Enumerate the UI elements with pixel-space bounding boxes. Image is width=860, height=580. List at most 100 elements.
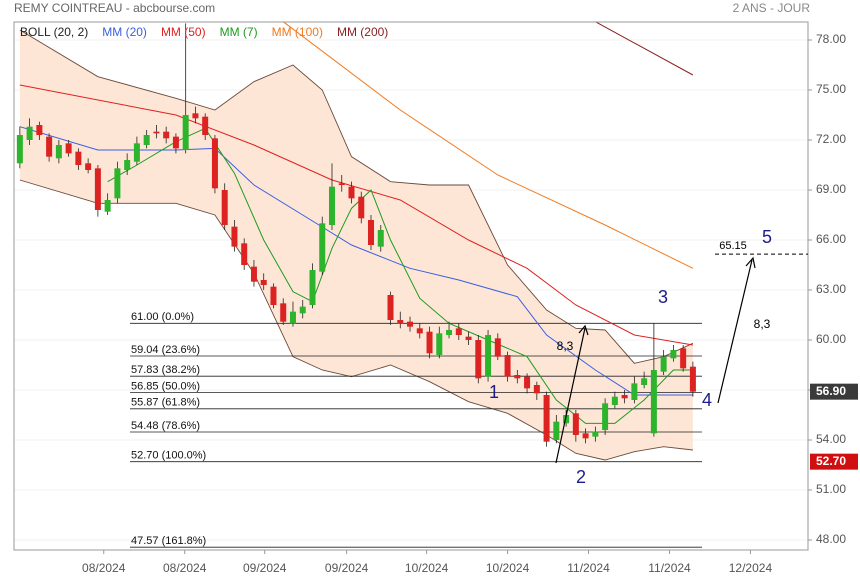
- candle-body: [211, 138, 218, 189]
- y-tick-label: 75.00: [816, 82, 846, 96]
- x-tick-label: 10/2024: [486, 561, 530, 575]
- candle-body: [602, 403, 609, 430]
- price-tag-label: 56.90: [816, 384, 846, 398]
- candle-body: [75, 151, 82, 165]
- candle-body: [397, 320, 404, 324]
- candle-body: [436, 333, 443, 355]
- candle-body: [377, 230, 384, 247]
- level-label: 61.00 (0.0%): [131, 311, 194, 323]
- candle-body: [221, 190, 228, 225]
- candle-body: [563, 415, 570, 424]
- x-tick-label: 08/2024: [82, 561, 126, 575]
- arrow: [717, 256, 756, 404]
- candle-body: [241, 243, 248, 265]
- candle-body: [289, 311, 296, 324]
- period: 2 ANS - JOUR: [733, 1, 811, 15]
- ma-line: [595, 21, 694, 76]
- candle-body: [592, 431, 599, 437]
- candle-body: [358, 196, 365, 219]
- ma-line: [19, 84, 693, 346]
- y-tick-label: 78.00: [816, 32, 846, 46]
- band-line: [19, 179, 693, 461]
- candle-body: [611, 396, 618, 405]
- candle-body: [446, 330, 453, 335]
- candle-body: [153, 131, 160, 134]
- candle-body: [368, 220, 375, 245]
- legend-entry: MM (50): [161, 25, 206, 39]
- candle-body: [143, 135, 150, 145]
- x-tick-label: 12/2024: [729, 561, 773, 575]
- candle-body: [299, 306, 306, 314]
- candle-body: [680, 348, 687, 369]
- y-tick-label: 54.00: [816, 432, 846, 446]
- x-tick-label: 08/2024: [163, 561, 207, 575]
- candle-body: [36, 125, 43, 135]
- candle-body: [543, 395, 550, 442]
- legend-entry: MM (7): [220, 25, 258, 39]
- candle-body: [641, 378, 648, 385]
- candle-body: [172, 136, 179, 149]
- candle-body: [114, 168, 121, 199]
- y-tick-label: 69.00: [816, 182, 846, 196]
- level-label: 57.83 (38.2%): [131, 364, 200, 376]
- plot-area: [14, 21, 808, 548]
- arrow: [555, 324, 589, 464]
- candle-body: [16, 135, 23, 164]
- candle-body: [426, 331, 433, 354]
- candle-body: [465, 336, 472, 340]
- candle-body: [280, 303, 287, 322]
- plot-frame: [13, 21, 809, 551]
- y-tick-label: 51.00: [816, 482, 846, 496]
- candle-body: [514, 375, 521, 379]
- candle-body: [504, 355, 511, 377]
- price-tag: [810, 453, 858, 470]
- candle-body: [55, 145, 62, 159]
- legend-entry: BOLL (20, 2): [20, 25, 88, 39]
- candle-body: [124, 160, 131, 170]
- x-tick-label: 09/2024: [325, 561, 369, 575]
- y-tick-label: 66.00: [816, 232, 846, 246]
- candle-body: [328, 186, 335, 225]
- candle-body: [26, 126, 33, 140]
- measure-label: 8,3: [754, 317, 771, 331]
- candle-body: [689, 366, 696, 392]
- candle-body: [260, 280, 267, 285]
- candle-body: [202, 116, 209, 135]
- y-tick-label: 60.00: [816, 332, 846, 346]
- candle-body: [270, 286, 277, 305]
- legend-entry: MM (20): [102, 25, 147, 39]
- wave-label: 3: [658, 287, 668, 307]
- candle-body: [407, 321, 414, 327]
- band-line: [19, 29, 694, 364]
- candle-body: [494, 338, 501, 357]
- level-label: 54.48 (78.6%): [131, 420, 200, 432]
- candle-body: [650, 370, 657, 434]
- chart-title: REMY COINTREAU - abcbourse.com: [14, 1, 215, 15]
- ma-line: [107, 127, 693, 424]
- wave-label: 5: [762, 227, 772, 247]
- x-tick-label: 09/2024: [243, 561, 287, 575]
- candle-body: [46, 136, 53, 157]
- candle-body: [133, 143, 140, 162]
- candle-body: [192, 113, 199, 119]
- candle-body: [670, 350, 677, 359]
- y-tick-label: 72.00: [816, 132, 846, 146]
- y-tick-label: 48.00: [816, 532, 846, 546]
- candle-body: [416, 328, 423, 334]
- candle-body: [319, 223, 326, 272]
- x-tick-label: 11/2024: [648, 561, 691, 575]
- legend-entry: MM (100): [272, 25, 323, 39]
- target-label: 65.15: [719, 240, 747, 252]
- candle-body: [65, 143, 72, 154]
- candle-body: [475, 340, 482, 379]
- wave-label: 1: [489, 382, 499, 402]
- level-label: 59.04 (23.6%): [131, 344, 200, 356]
- level-label: 55.87 (61.8%): [131, 397, 200, 409]
- level-label: 52.70 (100.0%): [131, 450, 206, 462]
- candle-body: [182, 115, 189, 150]
- candle-body: [348, 186, 355, 199]
- price-tag: [810, 383, 858, 400]
- candle-body: [660, 356, 667, 372]
- x-tick-label: 11/2024: [567, 561, 610, 575]
